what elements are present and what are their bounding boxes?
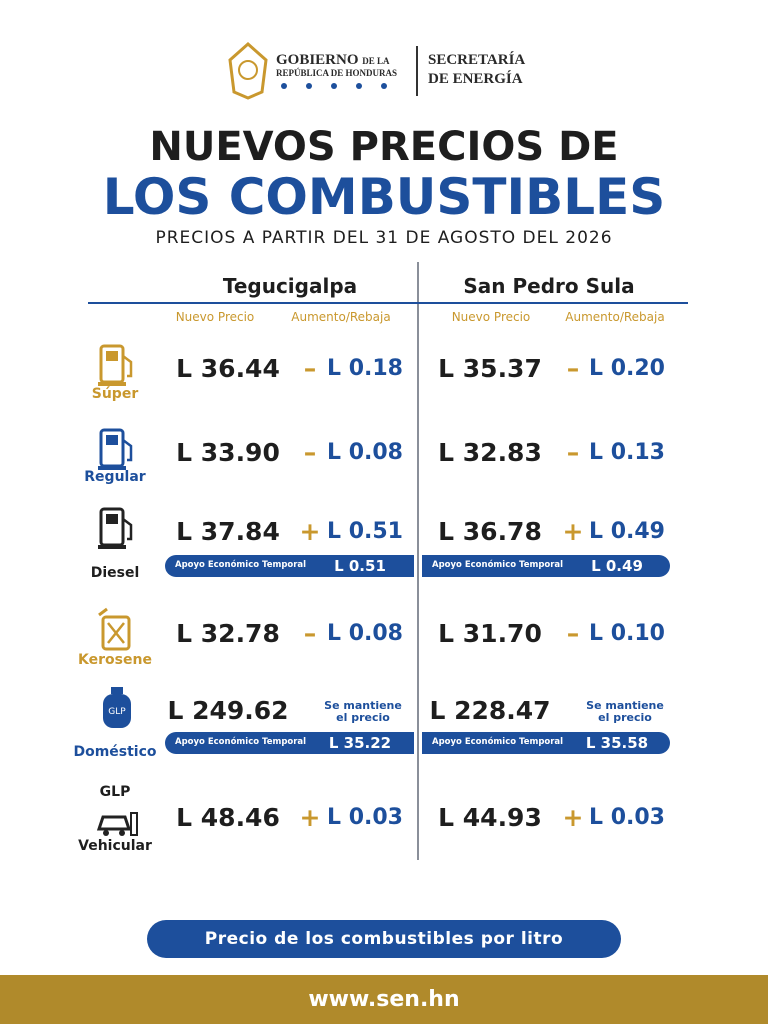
- change-sign: +: [299, 517, 321, 546]
- support-label: Apoyo Económico Temporal: [432, 560, 564, 570]
- column-header: Nuevo Precio: [175, 310, 255, 324]
- change-sign: –: [303, 619, 317, 648]
- gov-name: GOBIERNO DE LA: [276, 52, 390, 69]
- change: L 0.49: [589, 519, 665, 544]
- title-line-2: LOS COMBUSTIBLES: [102, 168, 666, 226]
- column-header: Aumento/Rebaja: [291, 310, 391, 324]
- price: L 228.47: [429, 696, 551, 725]
- change-sign: –: [566, 619, 580, 648]
- change: L 0.13: [589, 440, 665, 465]
- city-name: San Pedro Sula: [463, 274, 635, 298]
- price: L 33.90: [176, 438, 280, 467]
- stars: [281, 83, 387, 89]
- subtitle: PRECIOS A PARTIR DEL 31 DE AGOSTO DEL 20…: [155, 228, 613, 248]
- price: L 36.44: [176, 354, 280, 383]
- change-sign: +: [299, 803, 321, 832]
- change: L 0.20: [589, 356, 665, 381]
- support-label: Apoyo Económico Temporal: [175, 737, 307, 747]
- header-divider: [416, 46, 418, 96]
- change-sign: –: [303, 354, 317, 383]
- gov-country: REPÚBLICA DE HONDURAS: [276, 68, 398, 78]
- support-amount: L 0.49: [591, 557, 643, 575]
- title-line-1: NUEVOS PRECIOS DE: [149, 124, 619, 170]
- change: L 0.03: [589, 805, 665, 830]
- support-label: Apoyo Económico Temporal: [432, 737, 564, 747]
- price: L 35.37: [438, 354, 542, 383]
- price: L 37.84: [176, 517, 280, 546]
- change-sign: +: [562, 803, 584, 832]
- fuel-icon: [98, 507, 133, 549]
- price-note: el precio: [336, 711, 390, 724]
- website: www.sen.hn: [0, 975, 768, 1024]
- fuel-label: Vehicular: [78, 838, 152, 854]
- price-note: Se mantiene: [324, 699, 402, 712]
- fuel-icon: [98, 428, 133, 470]
- change: L 0.08: [327, 440, 403, 465]
- price: L 44.93: [438, 803, 542, 832]
- support-bar: [422, 555, 670, 577]
- fuel-label: Regular: [84, 469, 146, 485]
- price: L 48.46: [176, 803, 280, 832]
- support-amount: L 0.51: [334, 557, 386, 575]
- price-note: Se mantiene: [586, 699, 664, 712]
- change-sign: –: [566, 438, 580, 467]
- support-bar: [165, 732, 414, 754]
- support-label: Apoyo Económico Temporal: [175, 560, 307, 570]
- secretariat: SECRETARÍA: [428, 52, 526, 68]
- change-sign: +: [562, 517, 584, 546]
- svg-text:GLP: GLP: [108, 707, 126, 717]
- change: L 0.03: [327, 805, 403, 830]
- fuel-icon: GLP: [103, 687, 131, 728]
- change: L 0.18: [327, 356, 403, 381]
- city-name: Tegucigalpa: [222, 274, 358, 298]
- price: L 32.83: [438, 438, 542, 467]
- fuel-icon: [98, 344, 133, 386]
- fuel-label: Diesel: [90, 565, 140, 581]
- gov-word: GOBIERNO: [276, 52, 359, 68]
- price-note: el precio: [598, 711, 652, 724]
- fuel-label-top: GLP: [99, 784, 131, 800]
- support-bar: [422, 732, 670, 754]
- change: L 0.10: [589, 621, 665, 646]
- column-header: Aumento/Rebaja: [565, 310, 665, 324]
- column-divider: [417, 262, 419, 860]
- price: L 32.78: [176, 619, 280, 648]
- header-rule: [88, 302, 688, 304]
- price: L 249.62: [167, 696, 289, 725]
- change: L 0.51: [327, 519, 403, 544]
- coat-of-arms: [228, 42, 268, 100]
- price: L 31.70: [438, 619, 542, 648]
- fuel-icon: [98, 607, 131, 651]
- support-bar: [165, 555, 414, 577]
- support-amount: L 35.58: [585, 734, 649, 752]
- secretariat-energy: DE ENERGÍA: [428, 71, 523, 87]
- support-amount: L 35.22: [328, 734, 392, 752]
- footer-note: Precio de los combustibles por litro: [147, 920, 621, 958]
- change: L 0.08: [327, 621, 403, 646]
- change-sign: –: [566, 354, 580, 383]
- fuel-label: Doméstico: [73, 744, 157, 760]
- column-header: Nuevo Precio: [451, 310, 531, 324]
- gov-de-la: DE LA: [362, 56, 390, 66]
- fuel-icon: [96, 812, 138, 836]
- fuel-label: Kerosene: [78, 652, 152, 668]
- fuel-label: Súper: [91, 386, 139, 402]
- change-sign: –: [303, 438, 317, 467]
- price: L 36.78: [438, 517, 542, 546]
